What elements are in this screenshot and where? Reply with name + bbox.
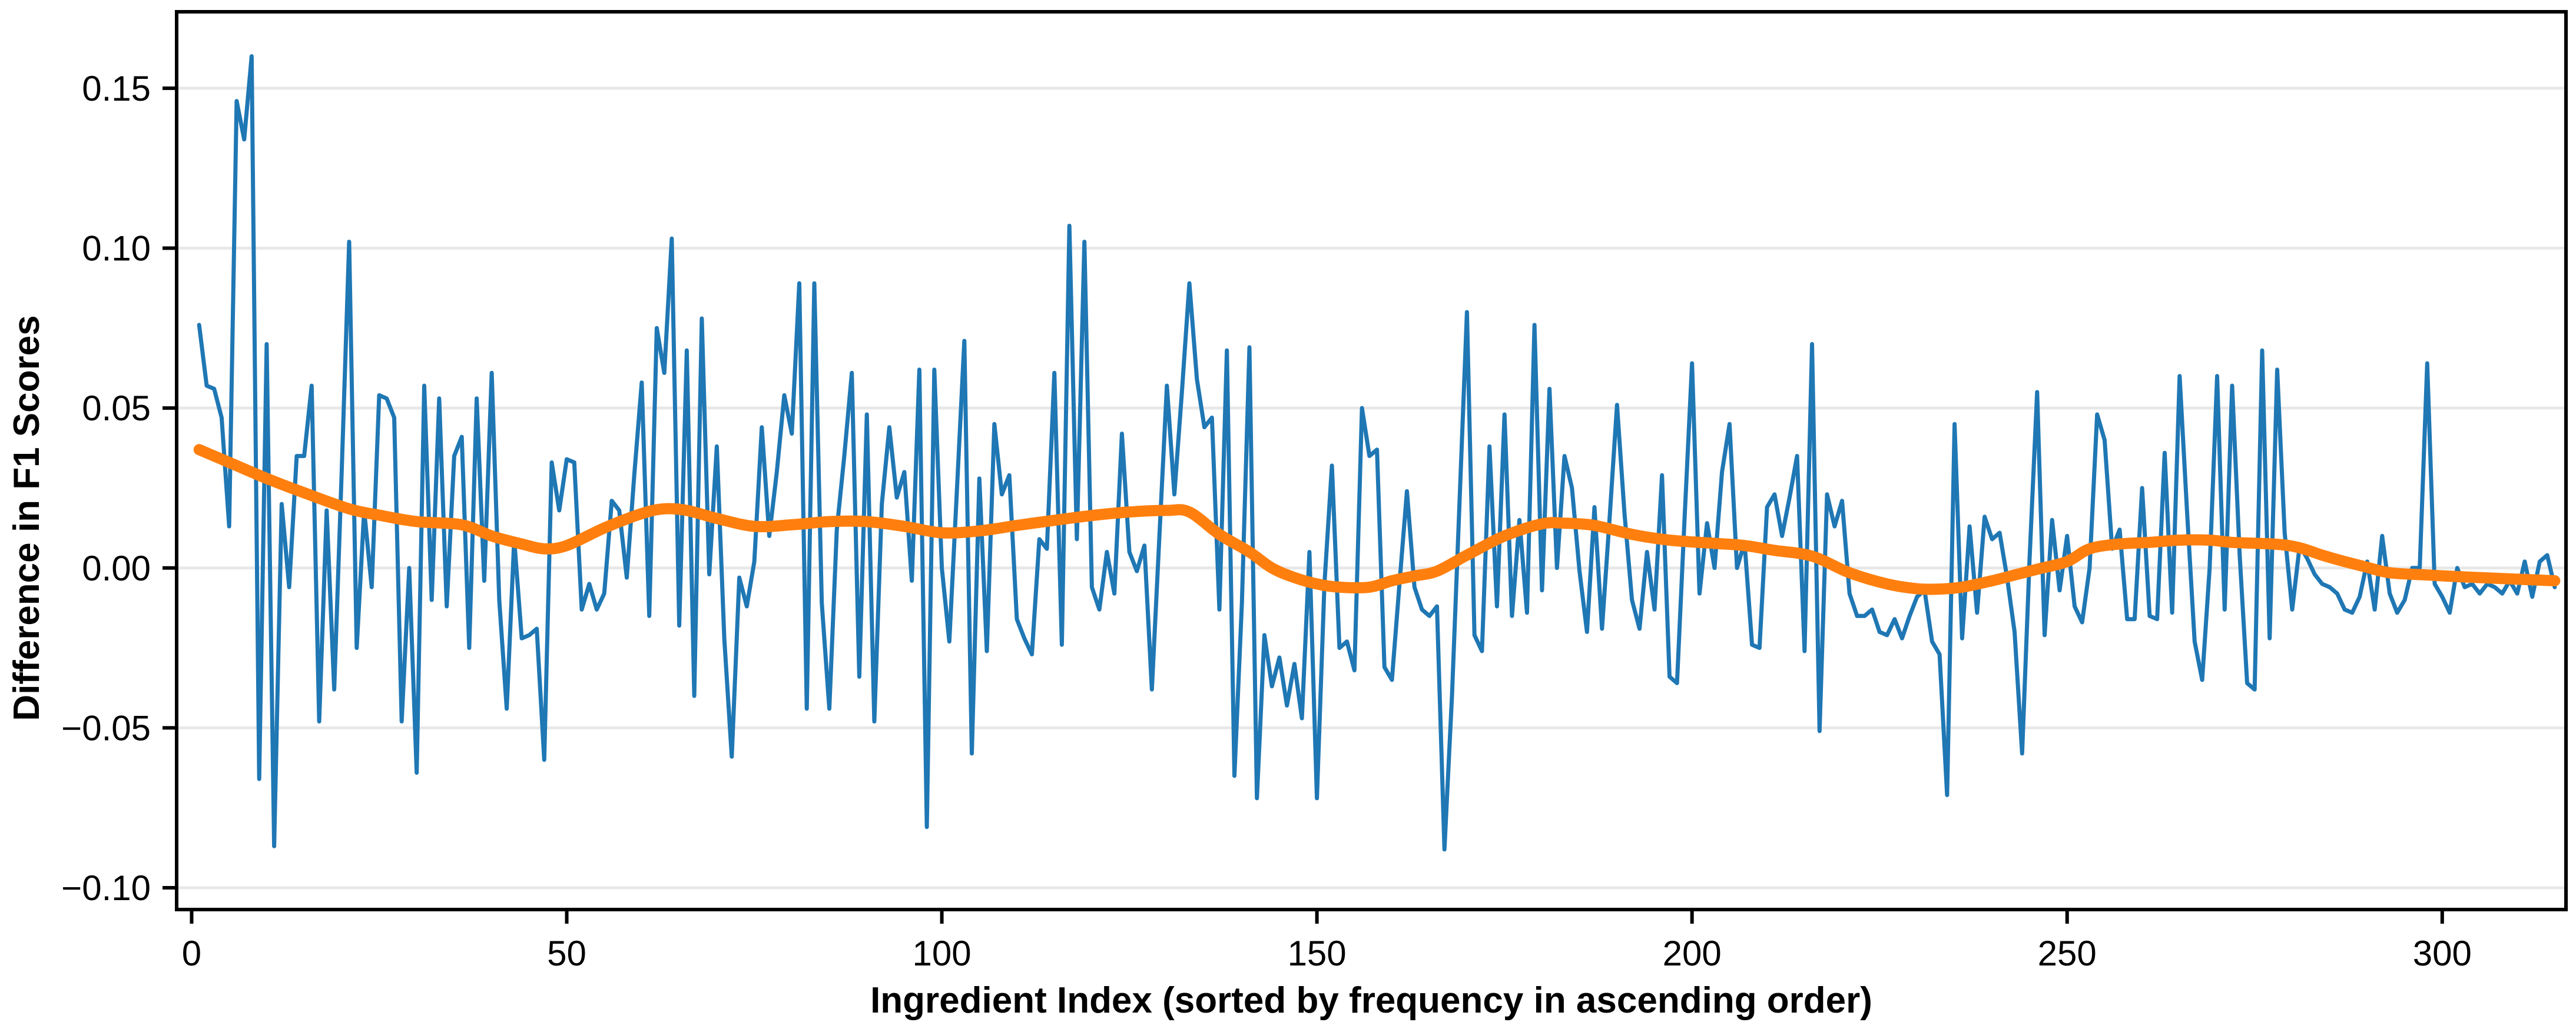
x-tick-label: 0 (182, 934, 201, 973)
x-tick-label: 150 (1288, 934, 1347, 973)
x-tick-label: 300 (2413, 934, 2472, 973)
x-tick-label: 250 (2038, 934, 2097, 973)
y-tick-label: −0.10 (61, 868, 151, 908)
x-axis-title: Ingredient Index (sorted by frequency in… (870, 980, 1872, 1021)
y-tick-label: 0.00 (82, 549, 151, 588)
series-lines (193, 54, 2561, 852)
y-axis-title: Difference in F1 Scores (6, 315, 47, 721)
y-axis-ticks: 0.15 0.10 0.05 0.00 −0.05 −0.10 (61, 69, 177, 908)
x-axis-ticks: 0 50 100 150 200 250 300 (182, 910, 2472, 973)
x-tick-label: 200 (1663, 934, 1722, 973)
x-tick-label: 100 (913, 934, 972, 973)
y-tick-label: −0.05 (61, 708, 151, 748)
y-tick-label: 0.10 (82, 228, 151, 268)
plot-border (175, 10, 2568, 911)
y-tick-label: 0.05 (82, 389, 151, 428)
smoothed-trend-line (193, 444, 2561, 595)
f1-difference-line (197, 54, 2557, 852)
y-tick-label: 0.15 (82, 69, 151, 108)
x-tick-label: 50 (547, 934, 586, 973)
gridlines (177, 87, 2566, 890)
